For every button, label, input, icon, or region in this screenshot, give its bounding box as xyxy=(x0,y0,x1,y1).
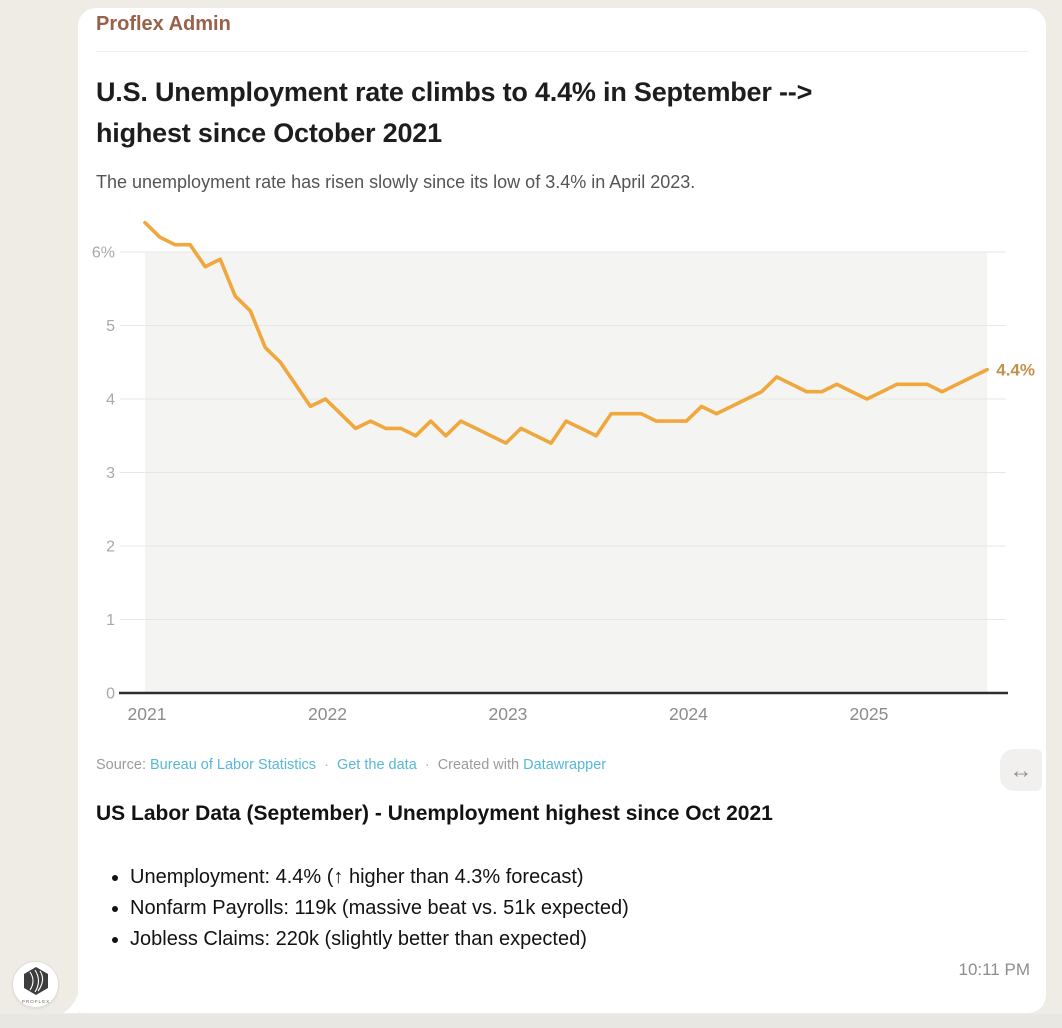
bullet-unemployment: Unemployment: 4.4% (↑ higher than 4.3% f… xyxy=(130,862,996,893)
y-tick-label: 5 xyxy=(106,318,115,335)
source-separator-1: · xyxy=(324,757,329,773)
message-timestamp: 10:11 PM xyxy=(958,960,1030,979)
y-tick-label: 1 xyxy=(106,612,115,629)
unemployment-line xyxy=(143,220,990,445)
end-value-label: 4.4% xyxy=(996,361,1035,380)
chart-subtitle: The unemployment rate has risen slowly s… xyxy=(96,172,696,192)
source-link[interactable]: Bureau of Labor Statistics xyxy=(150,757,317,773)
chart-resize-button[interactable]: ↔ xyxy=(1000,749,1042,791)
resize-arrows-icon: ↔ xyxy=(1009,756,1033,783)
x-tick-label: 2022 xyxy=(308,704,347,724)
bubble-tail xyxy=(63,985,79,1013)
header-divider xyxy=(96,51,1028,52)
bullet-jobless-claims: Jobless Claims: 220k (slightly better th… xyxy=(130,924,996,955)
source-separator-2: · xyxy=(424,757,430,773)
avatar-label: PROFLEX xyxy=(21,999,49,1004)
y-tick-label: 0 xyxy=(106,686,115,703)
unemployment-chart-svg: 6% 5 4 3 2 1 0 2021 2022 2023 2024 2025 4.4% xyxy=(92,220,1035,724)
source-prefix: Source: xyxy=(96,757,146,773)
created-with-label: Created with xyxy=(437,757,520,773)
chart-title-line2: highest since October 2021 xyxy=(96,118,442,148)
y-tick-label: 4 xyxy=(106,392,115,409)
datawrapper-link[interactable]: Datawrapper xyxy=(523,757,607,773)
get-the-data-link[interactable]: Get the data xyxy=(336,757,417,773)
x-tick-label: 2021 xyxy=(128,704,167,724)
y-tick-label: 3 xyxy=(106,465,115,482)
message-bullet-list: Unemployment: 4.4% (↑ higher than 4.3% f… xyxy=(96,862,996,955)
bullet-nonfarm-payrolls: Nonfarm Payrolls: 119k (massive beat vs.… xyxy=(130,893,996,924)
background-strip xyxy=(0,1014,1062,1028)
x-tick-label: 2023 xyxy=(488,704,527,724)
chart-title-line1: U.S. Unemployment rate climbs to 4.4% in… xyxy=(96,77,813,107)
chart-source-row: Source: Bureau of Labor Statistics · Get… xyxy=(96,757,606,773)
sender-name[interactable]: Proflex Admin xyxy=(96,13,231,35)
x-tick-label: 2025 xyxy=(849,704,888,724)
y-tick-label: 2 xyxy=(106,539,115,556)
y-tick-label: 6% xyxy=(92,245,115,262)
proflex-logo-icon: PROFLEX xyxy=(21,966,49,1004)
message-headline: US Labor Data (September) - Unemployment… xyxy=(96,802,773,825)
avatar[interactable]: PROFLEX xyxy=(12,961,59,1008)
chart-title: U.S. Unemployment rate climbs to 4.4% in… xyxy=(96,72,1016,154)
x-tick-label: 2024 xyxy=(669,704,708,724)
